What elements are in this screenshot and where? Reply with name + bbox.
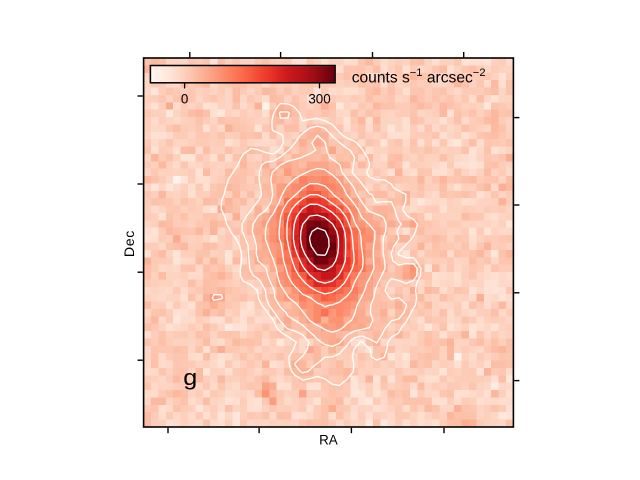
svg-text:RA: RA bbox=[319, 433, 338, 448]
svg-text:0: 0 bbox=[181, 92, 188, 107]
svg-text:300: 300 bbox=[308, 92, 330, 107]
svg-text:g: g bbox=[183, 365, 197, 390]
svg-text:counts s−1 arcsec−2: counts s−1 arcsec−2 bbox=[352, 67, 486, 86]
svg-text:Dec: Dec bbox=[122, 230, 138, 257]
